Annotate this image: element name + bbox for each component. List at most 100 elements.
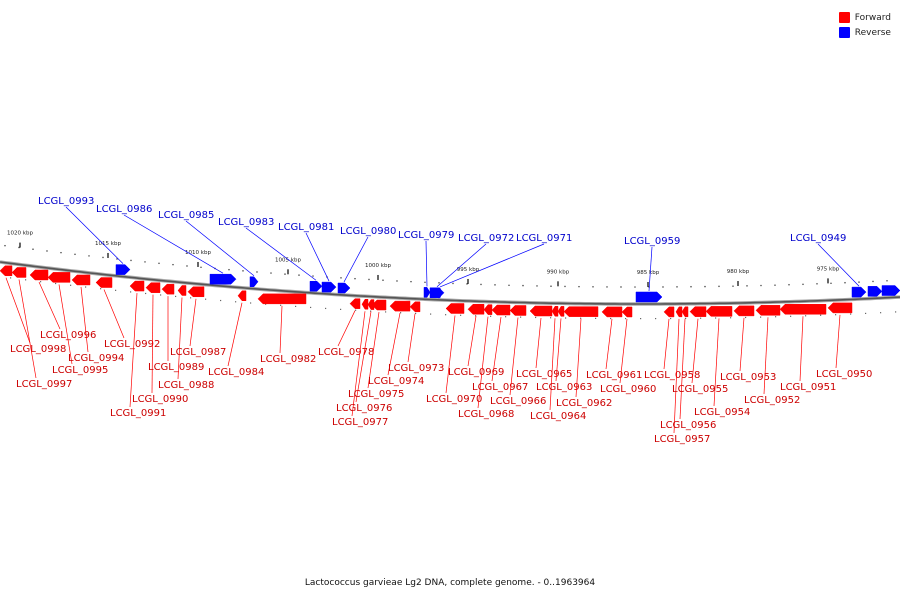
forward-gene-label[interactable]: LCGL_0990: [132, 394, 188, 405]
reverse-gene[interactable]: [437, 287, 443, 299]
forward-gene-lcgl_0967[interactable]: [491, 304, 511, 316]
forward-gene-label[interactable]: LCGL_0961: [586, 370, 642, 381]
forward-gene-lcgl_0955[interactable]: [689, 306, 707, 317]
forward-gene-lcgl_0961[interactable]: [601, 306, 623, 318]
forward-gene-label[interactable]: LCGL_0967: [472, 382, 528, 393]
forward-gene-lcgl_0988[interactable]: [177, 285, 187, 296]
forward-gene-label[interactable]: LCGL_0954: [694, 407, 750, 418]
forward-gene-lcgl_0964[interactable]: [551, 306, 559, 317]
forward-gene-label[interactable]: LCGL_0987: [170, 347, 226, 358]
reverse-gene[interactable]: [209, 273, 237, 285]
reverse-gene[interactable]: [851, 286, 867, 298]
forward-gene-label[interactable]: LCGL_0997: [16, 379, 72, 390]
forward-gene-label[interactable]: LCGL_0952: [744, 395, 800, 406]
forward-gene-label[interactable]: LCGL_0964: [530, 411, 586, 422]
reverse-gene[interactable]: [423, 287, 431, 298]
forward-gene-lcgl_0956[interactable]: [681, 306, 689, 318]
forward-gene-lcgl_0950[interactable]: [827, 302, 853, 314]
forward-gene-label[interactable]: LCGL_0950: [816, 369, 872, 380]
forward-gene-lcgl_0977[interactable]: [361, 298, 369, 310]
reverse-gene[interactable]: [337, 282, 351, 294]
forward-gene-lcgl_0975[interactable]: [371, 299, 387, 311]
reverse-gene[interactable]: [115, 264, 131, 275]
reverse-gene[interactable]: [867, 286, 883, 297]
reverse-gene-label[interactable]: LCGL_0983: [218, 217, 274, 228]
forward-gene-lcgl_0968[interactable]: [483, 304, 493, 315]
reverse-gene-label[interactable]: LCGL_0959: [624, 236, 680, 247]
reverse-gene-label[interactable]: LCGL_0971: [516, 233, 572, 244]
forward-gene-lcgl_0962[interactable]: [563, 306, 599, 317]
forward-gene-label[interactable]: LCGL_0970: [426, 394, 482, 405]
forward-gene-label[interactable]: LCGL_0992: [104, 339, 160, 350]
forward-gene-label[interactable]: LCGL_0988: [158, 380, 214, 391]
forward-gene-lcgl_0966[interactable]: [509, 305, 527, 316]
forward-gene-label[interactable]: LCGL_0996: [40, 330, 96, 341]
forward-gene-lcgl_0990[interactable]: [145, 282, 161, 293]
forward-gene-label[interactable]: LCGL_0965: [516, 369, 572, 380]
forward-gene-lcgl_0984[interactable]: [237, 290, 247, 302]
forward-gene-lcgl_0973[interactable]: [409, 301, 421, 313]
reverse-gene-label[interactable]: LCGL_0986: [96, 204, 152, 215]
forward-gene-lcgl_0965[interactable]: [529, 305, 553, 317]
forward-gene-label[interactable]: LCGL_0953: [720, 372, 776, 383]
forward-gene-lcgl_0987[interactable]: [187, 286, 205, 298]
forward-gene-lcgl_0989[interactable]: [161, 283, 175, 295]
forward-gene-lcgl_0998[interactable]: [0, 265, 13, 277]
forward-gene-lcgl_0963[interactable]: [557, 306, 565, 317]
forward-gene-label[interactable]: LCGL_0958: [644, 370, 700, 381]
forward-gene-lcgl_0997[interactable]: [11, 267, 27, 278]
reverse-gene-label[interactable]: LCGL_0980: [340, 226, 396, 237]
forward-gene-lcgl_0994[interactable]: [71, 274, 91, 286]
reverse-gene-label[interactable]: LCGL_0981: [278, 222, 334, 233]
forward-gene-label[interactable]: LCGL_0956: [660, 420, 716, 431]
forward-gene-lcgl_0996[interactable]: [29, 269, 49, 281]
forward-gene-label[interactable]: LCGL_0975: [348, 389, 404, 400]
forward-gene-label[interactable]: LCGL_0955: [672, 384, 728, 395]
forward-gene-label[interactable]: LCGL_0963: [536, 382, 592, 393]
reverse-gene[interactable]: [249, 276, 259, 287]
forward-gene-label[interactable]: LCGL_0978: [318, 347, 374, 358]
legend-forward[interactable]: Forward: [838, 10, 891, 25]
forward-gene-lcgl_0976[interactable]: [367, 299, 375, 310]
forward-gene-label[interactable]: LCGL_0977: [332, 417, 388, 428]
forward-gene-label[interactable]: LCGL_0973: [388, 363, 444, 374]
forward-gene-label[interactable]: LCGL_0984: [208, 367, 264, 378]
forward-gene-label[interactable]: LCGL_0998: [10, 344, 66, 355]
reverse-gene-label[interactable]: LCGL_0985: [158, 210, 214, 221]
reverse-gene-label[interactable]: LCGL_0949: [790, 233, 846, 244]
forward-gene-lcgl_0992[interactable]: [95, 277, 113, 288]
legend-reverse[interactable]: Reverse: [838, 25, 891, 40]
forward-gene-lcgl_0957[interactable]: [675, 306, 683, 318]
forward-gene-label[interactable]: LCGL_0951: [780, 382, 836, 393]
forward-gene-lcgl_0995[interactable]: [47, 272, 71, 283]
forward-gene-label[interactable]: LCGL_0962: [556, 398, 612, 409]
forward-gene-label[interactable]: LCGL_0969: [448, 367, 504, 378]
forward-gene-lcgl_0969[interactable]: [467, 303, 485, 315]
forward-gene-lcgl_0952[interactable]: [755, 305, 781, 316]
reverse-gene[interactable]: [635, 291, 663, 303]
forward-gene-lcgl_0951[interactable]: [779, 304, 827, 315]
forward-gene-lcgl_0974[interactable]: [389, 300, 411, 312]
forward-gene-label[interactable]: LCGL_0976: [336, 403, 392, 414]
reverse-gene-label[interactable]: LCGL_0979: [398, 230, 454, 241]
forward-gene-lcgl_0960[interactable]: [621, 306, 633, 318]
forward-gene-label[interactable]: LCGL_0994: [68, 353, 124, 364]
forward-gene-label[interactable]: LCGL_0966: [490, 396, 546, 407]
forward-gene-lcgl_0958[interactable]: [663, 306, 675, 318]
forward-gene-label[interactable]: LCGL_0982: [260, 354, 316, 365]
forward-gene-lcgl_0991[interactable]: [129, 280, 145, 292]
forward-gene-lcgl_0978[interactable]: [349, 298, 361, 309]
forward-gene-label[interactable]: LCGL_0995: [52, 365, 108, 376]
forward-gene-label[interactable]: LCGL_0957: [654, 434, 710, 445]
forward-gene-lcgl_0954[interactable]: [705, 306, 733, 317]
reverse-gene-label[interactable]: LCGL_0993: [38, 196, 94, 207]
forward-gene-label[interactable]: LCGL_0991: [110, 408, 166, 419]
forward-gene-lcgl_0970[interactable]: [445, 303, 465, 314]
forward-gene-lcgl_0982[interactable]: [257, 293, 307, 305]
forward-gene-label[interactable]: LCGL_0968: [458, 409, 514, 420]
reverse-gene[interactable]: [321, 281, 337, 293]
forward-gene-lcgl_0953[interactable]: [733, 305, 755, 317]
forward-gene-label[interactable]: LCGL_0960: [600, 384, 656, 395]
reverse-gene-label[interactable]: LCGL_0972: [458, 233, 514, 244]
